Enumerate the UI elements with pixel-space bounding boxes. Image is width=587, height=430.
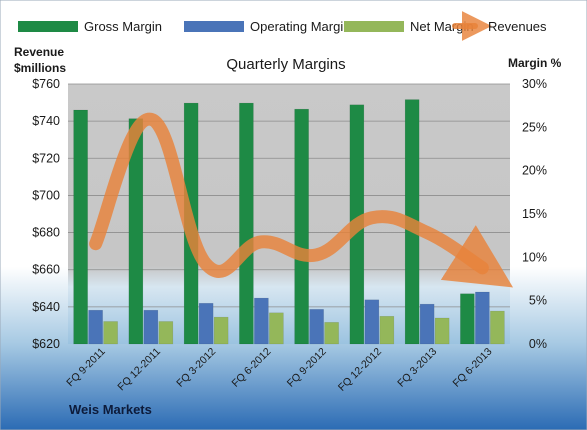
company-name: Weis Markets — [69, 402, 152, 417]
legend-label-revenues: Revenues — [488, 19, 547, 34]
legend-swatch-net-margin — [344, 21, 404, 32]
bars-layer — [73, 99, 505, 345]
gross-margin-bar — [73, 109, 88, 345]
gross-margin-bar — [128, 118, 144, 345]
net-margin-bar — [269, 312, 284, 345]
legend-label-gross-margin: Gross Margin — [84, 19, 162, 34]
left-tick-label: $680 — [32, 226, 60, 240]
operating-margin-bar — [198, 303, 214, 345]
operating-margin-bar — [88, 309, 103, 345]
right-axis-title: Margin % — [508, 56, 562, 70]
gross-margin-bar — [460, 293, 475, 345]
net-margin-bar — [158, 321, 174, 345]
gross-margin-bar — [294, 108, 309, 345]
net-margin-bar — [490, 310, 505, 345]
chart-title: Quarterly Margins — [226, 56, 345, 73]
right-axis-ticks: 0% 5% 10% 15% 20% 25% 30% — [522, 77, 547, 351]
operating-margin-bar — [475, 291, 490, 345]
net-margin-bar — [103, 321, 118, 345]
right-tick-label: 0% — [529, 337, 547, 351]
right-tick-label: 15% — [522, 207, 547, 221]
net-margin-bar — [379, 316, 395, 345]
operating-margin-bar — [143, 309, 159, 345]
left-tick-label: $720 — [32, 151, 60, 165]
right-tick-label: 10% — [522, 250, 547, 264]
right-tick-label: 20% — [522, 164, 547, 178]
left-tick-label: $760 — [32, 77, 60, 91]
net-margin-bar — [213, 316, 229, 345]
net-margin-bar — [324, 322, 339, 345]
legend-label-net-margin: Net Margin — [410, 19, 474, 34]
revenue-line-layer — [89, 112, 514, 288]
net-margin-bar — [434, 317, 450, 345]
legend-label-operating-margin: Operating Margin — [250, 19, 350, 34]
left-tick-label: $620 — [32, 337, 60, 351]
revenues-line — [89, 112, 514, 288]
left-tick-label: $660 — [32, 263, 60, 277]
left-tick-label: $640 — [32, 300, 60, 314]
right-tick-label: 30% — [522, 77, 547, 91]
legend-swatch-operating-margin — [184, 21, 244, 32]
legend: Gross Margin Operating Margin Net Margin Re… — [18, 11, 547, 41]
left-axis-title-line2: $millions — [14, 61, 66, 75]
operating-margin-bar — [254, 297, 269, 345]
left-axis-title-line1: Revenue — [14, 45, 64, 59]
left-axis-ticks: $620 $640 $660 $680 $700 $720 $740 $760 — [32, 77, 60, 351]
operating-margin-bar — [309, 309, 324, 345]
operating-margin-bar — [364, 299, 380, 345]
right-tick-label: 25% — [522, 120, 547, 134]
left-tick-label: $740 — [32, 114, 60, 128]
left-tick-label: $700 — [32, 188, 60, 202]
right-tick-label: 5% — [529, 294, 547, 308]
gross-margin-bar — [239, 102, 254, 345]
operating-margin-bar — [419, 303, 435, 345]
legend-swatch-gross-margin — [18, 21, 78, 32]
